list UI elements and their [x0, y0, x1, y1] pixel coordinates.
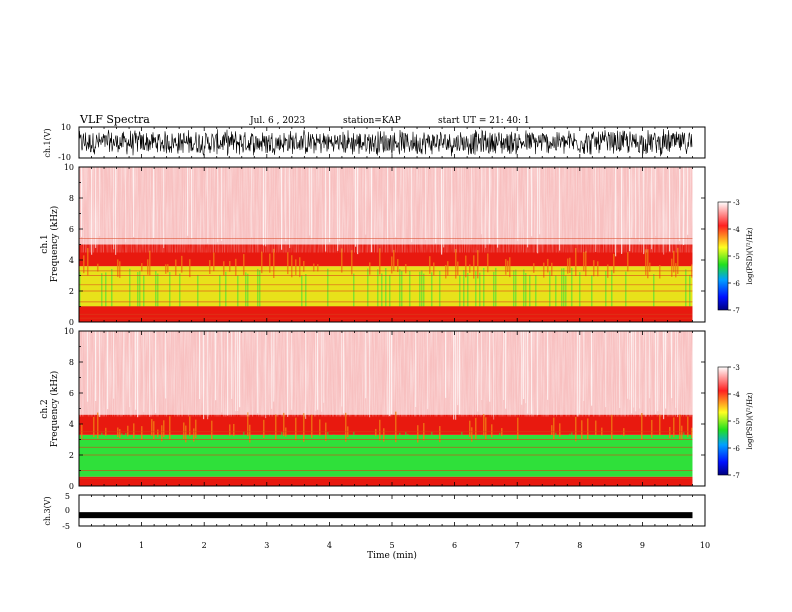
- ch1-waveform-ytick-bottom: -10: [58, 153, 71, 162]
- ch1-waveform-line: [78, 128, 693, 157]
- ch1-spectrogram-ytick-label-6: 6: [69, 225, 74, 234]
- ch1-spectrogram-ylabel-channel: ch.1: [40, 234, 50, 253]
- ch2-colorbar-tick-label--5: -5: [733, 418, 740, 426]
- ch1-colorbar-tick-label--5: -5: [733, 253, 740, 261]
- ch2-colorbar-tick-label--6: -6: [733, 445, 740, 453]
- ch1-waveform-ytick-top: 10: [61, 123, 71, 132]
- ch2-colorbar-label: log(PSD)(V²/Hz): [746, 392, 754, 449]
- ch1-waveform-trace: [78, 128, 693, 157]
- ch2-spectrogram-ytick-label-4: 4: [69, 420, 74, 429]
- ch1-waveform-ylabel: ch.1(V): [43, 128, 52, 157]
- ch1-spectrogram-ytick-label-2: 2: [69, 287, 74, 296]
- xtick-label-8: 8: [577, 541, 582, 550]
- figure-title: VLF Spectra: [79, 113, 150, 126]
- header-start-time: start UT = 21: 40: 1: [438, 116, 530, 126]
- ch2-spectrogram-band-0: [79, 476, 693, 486]
- ch1-colorbar-tick-label--3: -3: [733, 199, 740, 207]
- ch2-spectrogram-ytick-label-2: 2: [69, 451, 74, 460]
- ch2-spectrogram-ylabel-frequency: Frequency (kHz): [49, 371, 60, 448]
- ch2-spectrogram-band-2: [79, 414, 693, 435]
- ch1-colorbar-tick-label--7: -7: [733, 307, 740, 315]
- ch1-colorbar: [717, 201, 729, 311]
- ch2-colorbar-tick-label--7: -7: [733, 472, 740, 480]
- ch2-colorbar: [717, 366, 729, 476]
- ch1-spectrogram-ylabel-frequency: Frequency (kHz): [49, 206, 60, 283]
- ch2-spectrogram-ytick-label-8: 8: [69, 358, 74, 367]
- ch2-spectrogram-ytick-label-10: 10: [64, 327, 74, 336]
- xtick-label-7: 7: [515, 541, 520, 550]
- ch2-spectrogram-ytick-label-0: 0: [69, 482, 74, 491]
- ch3-waveform-ytick-top: 5: [65, 492, 70, 501]
- xtick-label-2: 2: [202, 541, 207, 550]
- ch1-colorbar-label: log(PSD)(V²/Hz): [746, 227, 754, 284]
- time-axis-label: Time (min): [367, 550, 417, 561]
- ch1-spectrogram-ytick-label-10: 10: [64, 163, 74, 172]
- xtick-label-10: 10: [700, 541, 710, 550]
- ch1-colorbar-tick-label--4: -4: [733, 226, 740, 234]
- xtick-label-0: 0: [76, 541, 81, 550]
- header-station: station=KAP: [343, 116, 401, 126]
- ch2-spectrogram-speckle: [79, 331, 693, 417]
- ch3-waveform-ytick-bottom: -5: [62, 522, 70, 531]
- ch3-waveform-panel: 5 0 -5 ch.3(V): [43, 492, 706, 531]
- ch3-waveform-trace: [79, 512, 693, 519]
- ch3-waveform-frame: [78, 494, 706, 527]
- xtick-label-3: 3: [264, 541, 269, 550]
- time-axis: 0 1 2 3 4 5 6 7 8 9 10: [76, 127, 710, 550]
- xtick-label-1: 1: [139, 541, 144, 550]
- ch2-colorbar-tick-label--3: -3: [733, 364, 740, 372]
- header-date: Jul. 6 , 2023: [249, 116, 305, 126]
- ch2-spectrogram-image: [79, 331, 705, 486]
- xtick-label-9: 9: [640, 541, 645, 550]
- ch1-spectrogram-image: [79, 167, 705, 322]
- ch3-waveform-band: [79, 512, 693, 519]
- ch3-waveform-ytick-mid: 0: [65, 506, 70, 515]
- ch2-spectrogram-band-1: [79, 434, 693, 477]
- ch2-spectrogram-ytick-label-6: 6: [69, 389, 74, 398]
- ch2-spectrogram-ylabel-channel: ch.2: [40, 399, 50, 418]
- ch2-colorbar-tick-label--4: -4: [733, 391, 740, 399]
- ch1-spectrogram-ytick-label-8: 8: [69, 194, 74, 203]
- ch3-waveform-ylabel: ch.3(V): [43, 496, 52, 525]
- xtick-label-6: 6: [452, 541, 457, 550]
- ch1-colorbar-tick-label--6: -6: [733, 280, 740, 288]
- ch1-spectrogram-ytick-label-0: 0: [69, 318, 74, 327]
- ch1-spectrogram-ytick-label-4: 4: [69, 256, 74, 265]
- ch1-spectrogram-speckle: [79, 167, 693, 253]
- xtick-label-5: 5: [389, 541, 394, 550]
- xtick-label-4: 4: [327, 541, 332, 550]
- ch1-waveform-panel: 10 -10 ch.1(V): [43, 123, 706, 162]
